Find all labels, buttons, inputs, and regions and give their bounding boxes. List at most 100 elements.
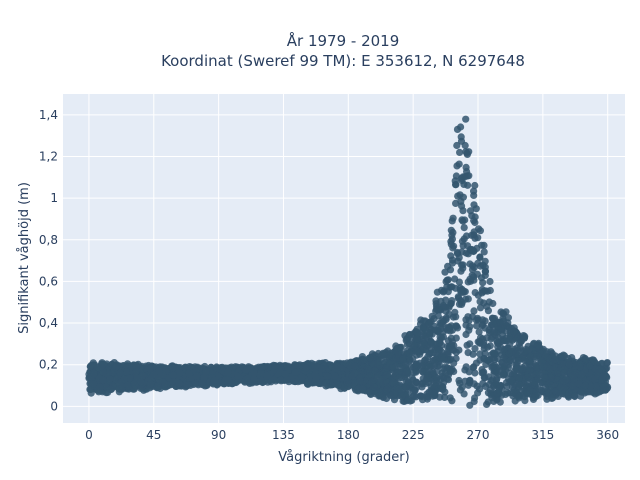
- data-point: [466, 323, 474, 331]
- data-point: [489, 299, 497, 308]
- data-point: [558, 353, 566, 361]
- data-point: [476, 298, 484, 306]
- data-point: [453, 248, 461, 257]
- data-point: [470, 363, 478, 371]
- data-point: [456, 379, 464, 387]
- data-point: [486, 386, 494, 394]
- data-point: [453, 162, 461, 170]
- data-point: [99, 368, 107, 376]
- data-point: [502, 321, 510, 330]
- chart-title-line2: Koordinat (Sweref 99 TM): E 353612, N 62…: [161, 52, 525, 70]
- data-point: [383, 371, 391, 379]
- data-point: [449, 228, 457, 237]
- data-point: [115, 380, 124, 388]
- x-tick-label: 270: [467, 428, 490, 442]
- data-point: [529, 340, 538, 348]
- data-point: [395, 374, 403, 382]
- data-point: [281, 370, 289, 378]
- data-point: [459, 242, 467, 250]
- data-point: [116, 369, 124, 377]
- data-point: [106, 375, 114, 383]
- x-tick-label: 360: [596, 428, 619, 442]
- data-point: [434, 326, 442, 334]
- data-point: [476, 304, 485, 312]
- data-point: [491, 356, 499, 364]
- data-point: [479, 321, 487, 329]
- data-point: [244, 374, 252, 382]
- data-point: [576, 363, 584, 371]
- data-point: [298, 373, 306, 381]
- y-tick-label: 1: [50, 191, 58, 205]
- data-point: [504, 314, 512, 322]
- data-point: [565, 361, 573, 369]
- y-tick-label: 1,4: [39, 108, 58, 122]
- data-point: [427, 338, 435, 346]
- data-point: [90, 380, 98, 388]
- data-point: [483, 400, 491, 408]
- data-point: [560, 360, 568, 368]
- data-point: [106, 385, 114, 393]
- data-point: [569, 372, 577, 380]
- data-point: [521, 362, 529, 370]
- data-point: [366, 354, 374, 362]
- data-point: [462, 330, 470, 339]
- data-point: [257, 369, 265, 377]
- data-point: [430, 362, 438, 370]
- data-point: [360, 356, 368, 364]
- data-point: [475, 225, 483, 233]
- data-point: [410, 387, 418, 395]
- data-point: [448, 283, 456, 291]
- data-point: [463, 149, 471, 157]
- data-point: [446, 323, 454, 332]
- data-point: [224, 368, 232, 376]
- x-tick-label: 45: [146, 428, 161, 442]
- data-point: [385, 359, 394, 367]
- data-point: [418, 383, 426, 391]
- data-point: [486, 277, 494, 286]
- data-point: [323, 372, 331, 380]
- data-point: [257, 363, 265, 371]
- data-point: [432, 307, 440, 315]
- data-point: [568, 382, 577, 390]
- data-point: [481, 268, 489, 276]
- data-point: [443, 283, 451, 291]
- data-point: [334, 363, 342, 371]
- data-point: [399, 355, 407, 363]
- data-point: [541, 374, 549, 382]
- data-point: [420, 340, 428, 348]
- data-point: [348, 372, 356, 380]
- data-point: [382, 377, 390, 386]
- data-point: [447, 252, 455, 260]
- x-axis-title: Vågriktning (grader): [278, 450, 409, 465]
- data-point: [507, 376, 515, 384]
- data-point: [334, 381, 342, 389]
- data-point: [356, 377, 364, 385]
- data-point: [369, 383, 378, 391]
- data-point: [451, 308, 459, 316]
- data-point: [586, 362, 594, 370]
- x-tick-label: 135: [272, 428, 295, 442]
- data-point: [480, 368, 488, 376]
- data-point: [486, 342, 494, 350]
- data-point: [498, 359, 507, 367]
- data-point: [532, 363, 541, 371]
- data-point: [428, 312, 436, 320]
- data-point: [430, 383, 438, 391]
- data-point: [420, 317, 428, 325]
- data-point: [467, 277, 475, 285]
- data-point: [475, 328, 483, 336]
- data-point: [486, 286, 494, 295]
- data-point: [340, 384, 349, 392]
- data-point: [485, 373, 493, 381]
- data-point: [479, 261, 487, 269]
- y-tick-labels: 0 0,2 0,4 0,6 0,8 1 1,2 1,4: [39, 108, 58, 414]
- y-tick-label: 1,2: [39, 149, 58, 163]
- data-point: [470, 231, 478, 239]
- data-point: [571, 392, 579, 400]
- data-point: [153, 384, 161, 392]
- data-point: [112, 362, 120, 370]
- data-point: [303, 380, 311, 388]
- data-point: [212, 364, 221, 372]
- data-point: [541, 384, 549, 392]
- x-tick-label: 315: [531, 428, 554, 442]
